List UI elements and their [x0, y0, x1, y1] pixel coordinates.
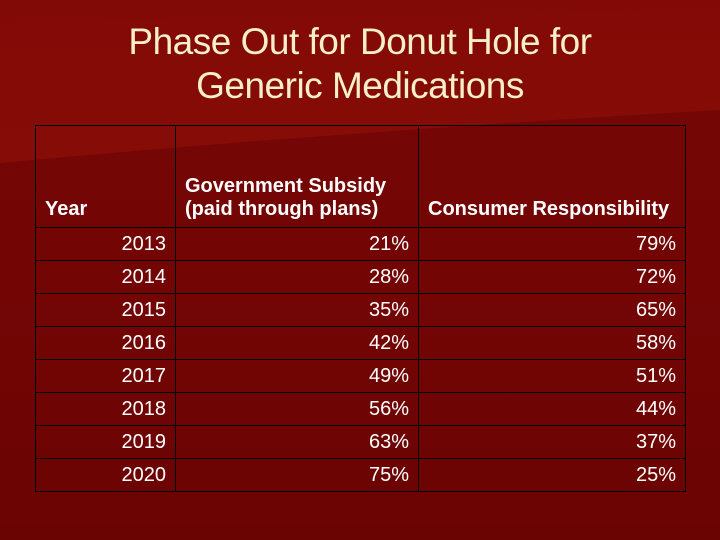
consumer-cell: 65%: [418, 293, 686, 327]
table-row: 2015 35% 65%: [35, 293, 686, 327]
subsidy-cell: 56%: [175, 392, 419, 426]
year-cell: 2014: [35, 260, 176, 294]
header-subsidy-line-1: Government Subsidy: [185, 175, 387, 197]
header-consumer-responsibility: Consumer Responsibility: [418, 125, 686, 228]
title-line-2: Generic Medications: [196, 65, 524, 106]
slide-title: Phase Out for Donut Hole for Generic Med…: [0, 20, 720, 108]
header-subsidy-line-2: (paid through plans): [185, 198, 379, 220]
consumer-cell: 58%: [418, 326, 686, 360]
subsidy-cell: 49%: [175, 359, 419, 393]
table-row: 2019 63% 37%: [35, 425, 686, 459]
year-cell: 2019: [35, 425, 176, 459]
year-cell: 2013: [35, 227, 176, 261]
table-row: 2017 49% 51%: [35, 359, 686, 393]
table-row: 2013 21% 79%: [35, 227, 686, 261]
subsidy-cell: 21%: [175, 227, 419, 261]
header-government-subsidy: Government Subsidy (paid through plans): [175, 125, 419, 228]
table-row: 2020 75% 25%: [35, 458, 686, 492]
table-row: 2014 28% 72%: [35, 260, 686, 294]
phase-out-table: Year Government Subsidy (paid through pl…: [35, 125, 686, 492]
consumer-cell: 25%: [418, 458, 686, 492]
subsidy-cell: 28%: [175, 260, 419, 294]
year-cell: 2017: [35, 359, 176, 393]
subsidy-cell: 63%: [175, 425, 419, 459]
table-row: 2018 56% 44%: [35, 392, 686, 426]
consumer-cell: 44%: [418, 392, 686, 426]
year-cell: 2020: [35, 458, 176, 492]
consumer-cell: 51%: [418, 359, 686, 393]
subsidy-cell: 42%: [175, 326, 419, 360]
subsidy-cell: 35%: [175, 293, 419, 327]
header-year: Year: [35, 125, 176, 228]
year-cell: 2015: [35, 293, 176, 327]
consumer-cell: 79%: [418, 227, 686, 261]
year-cell: 2016: [35, 326, 176, 360]
title-line-1: Phase Out for Donut Hole for: [128, 21, 592, 62]
table-row: 2016 42% 58%: [35, 326, 686, 360]
year-cell: 2018: [35, 392, 176, 426]
table-header-row: Year Government Subsidy (paid through pl…: [35, 125, 686, 228]
consumer-cell: 37%: [418, 425, 686, 459]
subsidy-cell: 75%: [175, 458, 419, 492]
consumer-cell: 72%: [418, 260, 686, 294]
